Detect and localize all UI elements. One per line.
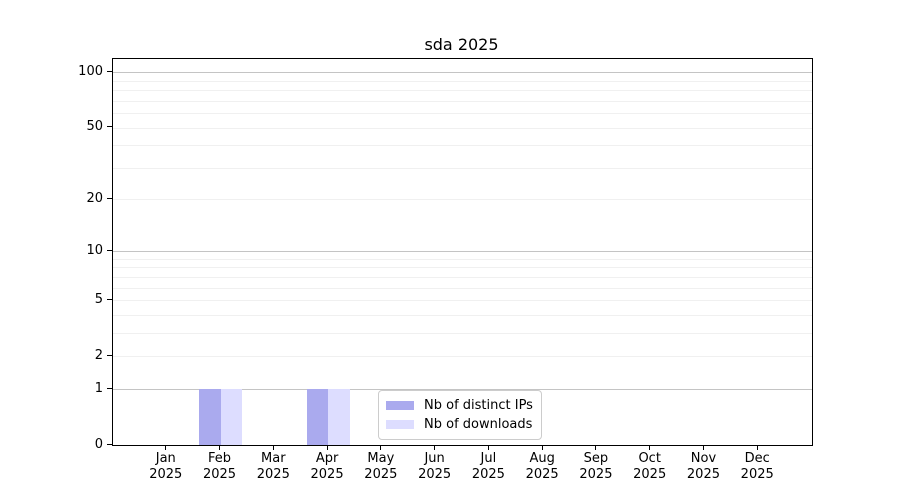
gridline-minor [113, 80, 812, 82]
gridline-minor [113, 127, 812, 129]
y-tick-label: 2 [94, 347, 103, 363]
y-tick [107, 354, 112, 356]
legend-swatch-downloads [386, 420, 414, 429]
legend-label-distinct-ips: Nb of distinct IPs [424, 398, 533, 413]
x-tick [219, 445, 221, 450]
x-tick-label: Jun 2025 [418, 451, 452, 482]
gridline-minor [113, 287, 812, 289]
x-tick-label: Jul 2025 [471, 451, 505, 482]
x-tick-label: Aug 2025 [525, 451, 559, 482]
bar-distinct-ips [199, 389, 221, 445]
x-tick-label: Apr 2025 [310, 451, 344, 482]
plot-area: Nb of distinct IPs Nb of downloads [112, 58, 813, 446]
gridline-minor [113, 167, 812, 169]
gridline-major [113, 388, 812, 390]
gridline-minor [113, 199, 812, 201]
chart-title: sda 2025 [424, 35, 499, 54]
x-tick-label: Jan 2025 [149, 451, 183, 482]
gridline-minor [113, 314, 812, 316]
bar-downloads [328, 389, 350, 445]
y-tick [107, 387, 112, 389]
y-tick [107, 299, 112, 301]
gridline-minor [113, 300, 812, 302]
gridline-minor [113, 100, 812, 102]
x-tick [541, 445, 543, 450]
legend-swatch-distinct-ips [386, 401, 414, 410]
gridline-minor [113, 90, 812, 92]
x-tick-label: May 2025 [364, 451, 398, 482]
gridline-minor [113, 113, 812, 115]
y-tick [107, 71, 112, 73]
legend-item-distinct-ips: Nb of distinct IPs [386, 396, 533, 415]
gridline-minor [113, 145, 812, 147]
gridline-minor [113, 332, 812, 334]
x-tick-label: Sep 2025 [579, 451, 613, 482]
legend-item-downloads: Nb of downloads [386, 415, 533, 434]
legend-label-downloads: Nb of downloads [424, 417, 533, 432]
gridline-major [113, 251, 812, 253]
gridline-minor [113, 276, 812, 278]
gridline-major [113, 72, 812, 74]
y-tick [107, 443, 112, 445]
y-tick-label: 0 [94, 436, 103, 452]
x-tick [380, 445, 382, 450]
gridline-minor [113, 267, 812, 269]
x-tick-label: Feb 2025 [202, 451, 237, 482]
x-tick [326, 445, 328, 450]
x-tick [756, 445, 758, 450]
x-tick [272, 445, 274, 450]
x-tick [595, 445, 597, 450]
y-tick [107, 198, 112, 200]
legend: Nb of distinct IPs Nb of downloads [378, 390, 542, 440]
gridline-minor [113, 355, 812, 357]
x-tick-label: Nov 2025 [686, 451, 720, 482]
x-tick-label: Mar 2025 [256, 451, 290, 482]
y-tick-label: 50 [86, 119, 103, 135]
x-tick [434, 445, 436, 450]
x-tick [702, 445, 704, 450]
x-tick [487, 445, 489, 450]
y-tick-label: 20 [86, 191, 103, 207]
y-tick [107, 126, 112, 128]
x-tick-label: Oct 2025 [633, 451, 667, 482]
gridline-minor [113, 258, 812, 260]
bar-downloads [220, 389, 243, 445]
y-tick-label: 10 [86, 243, 103, 259]
y-tick-label: 100 [78, 64, 103, 80]
y-tick [107, 250, 112, 252]
x-tick [649, 445, 651, 450]
x-tick-label: Dec 2025 [740, 451, 774, 482]
x-tick [165, 445, 167, 450]
bar-distinct-ips [306, 389, 329, 445]
y-tick-label: 5 [94, 292, 103, 308]
y-tick-label: 1 [94, 380, 103, 396]
